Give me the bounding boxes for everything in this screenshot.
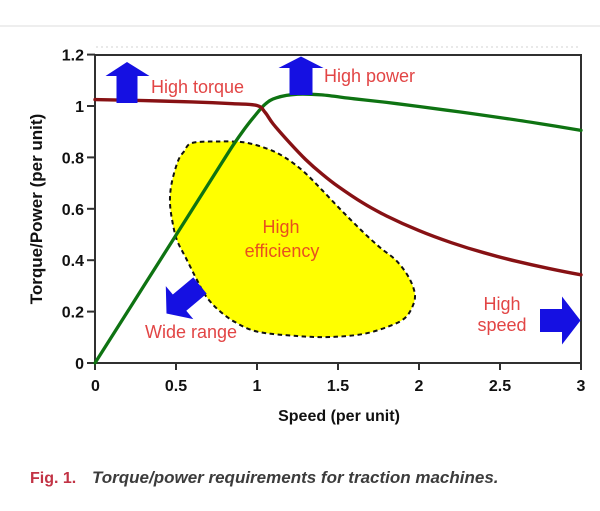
- svg-text:1: 1: [253, 378, 262, 395]
- svg-text:0.2: 0.2: [62, 305, 84, 322]
- svg-text:0.8: 0.8: [62, 150, 84, 167]
- svg-text:2.5: 2.5: [489, 378, 511, 395]
- svg-text:speed: speed: [477, 315, 526, 335]
- svg-text:0.5: 0.5: [165, 378, 187, 395]
- svg-text:High: High: [483, 294, 520, 314]
- svg-text:2: 2: [415, 378, 424, 395]
- svg-text:Fig. 1.: Fig. 1.: [30, 470, 76, 487]
- svg-text:Wide range: Wide range: [145, 322, 237, 342]
- svg-text:1.5: 1.5: [327, 378, 349, 395]
- svg-text:High: High: [262, 217, 299, 237]
- svg-text:0: 0: [75, 356, 84, 373]
- svg-text:High torque: High torque: [151, 77, 244, 97]
- svg-text:1.2: 1.2: [62, 48, 84, 65]
- svg-text:Torque/power requirements for: Torque/power requirements for traction m…: [92, 468, 499, 487]
- svg-text:0: 0: [91, 378, 100, 395]
- svg-text:3: 3: [577, 378, 586, 395]
- svg-text:Torque/Power (per unit): Torque/Power (per unit): [27, 114, 46, 304]
- svg-text:Speed (per unit): Speed (per unit): [278, 408, 400, 425]
- svg-text:0.4: 0.4: [62, 253, 84, 270]
- svg-text:0.6: 0.6: [62, 202, 84, 219]
- svg-text:High power: High power: [324, 66, 415, 86]
- svg-text:1: 1: [75, 99, 84, 116]
- svg-text:efficiency: efficiency: [245, 241, 320, 261]
